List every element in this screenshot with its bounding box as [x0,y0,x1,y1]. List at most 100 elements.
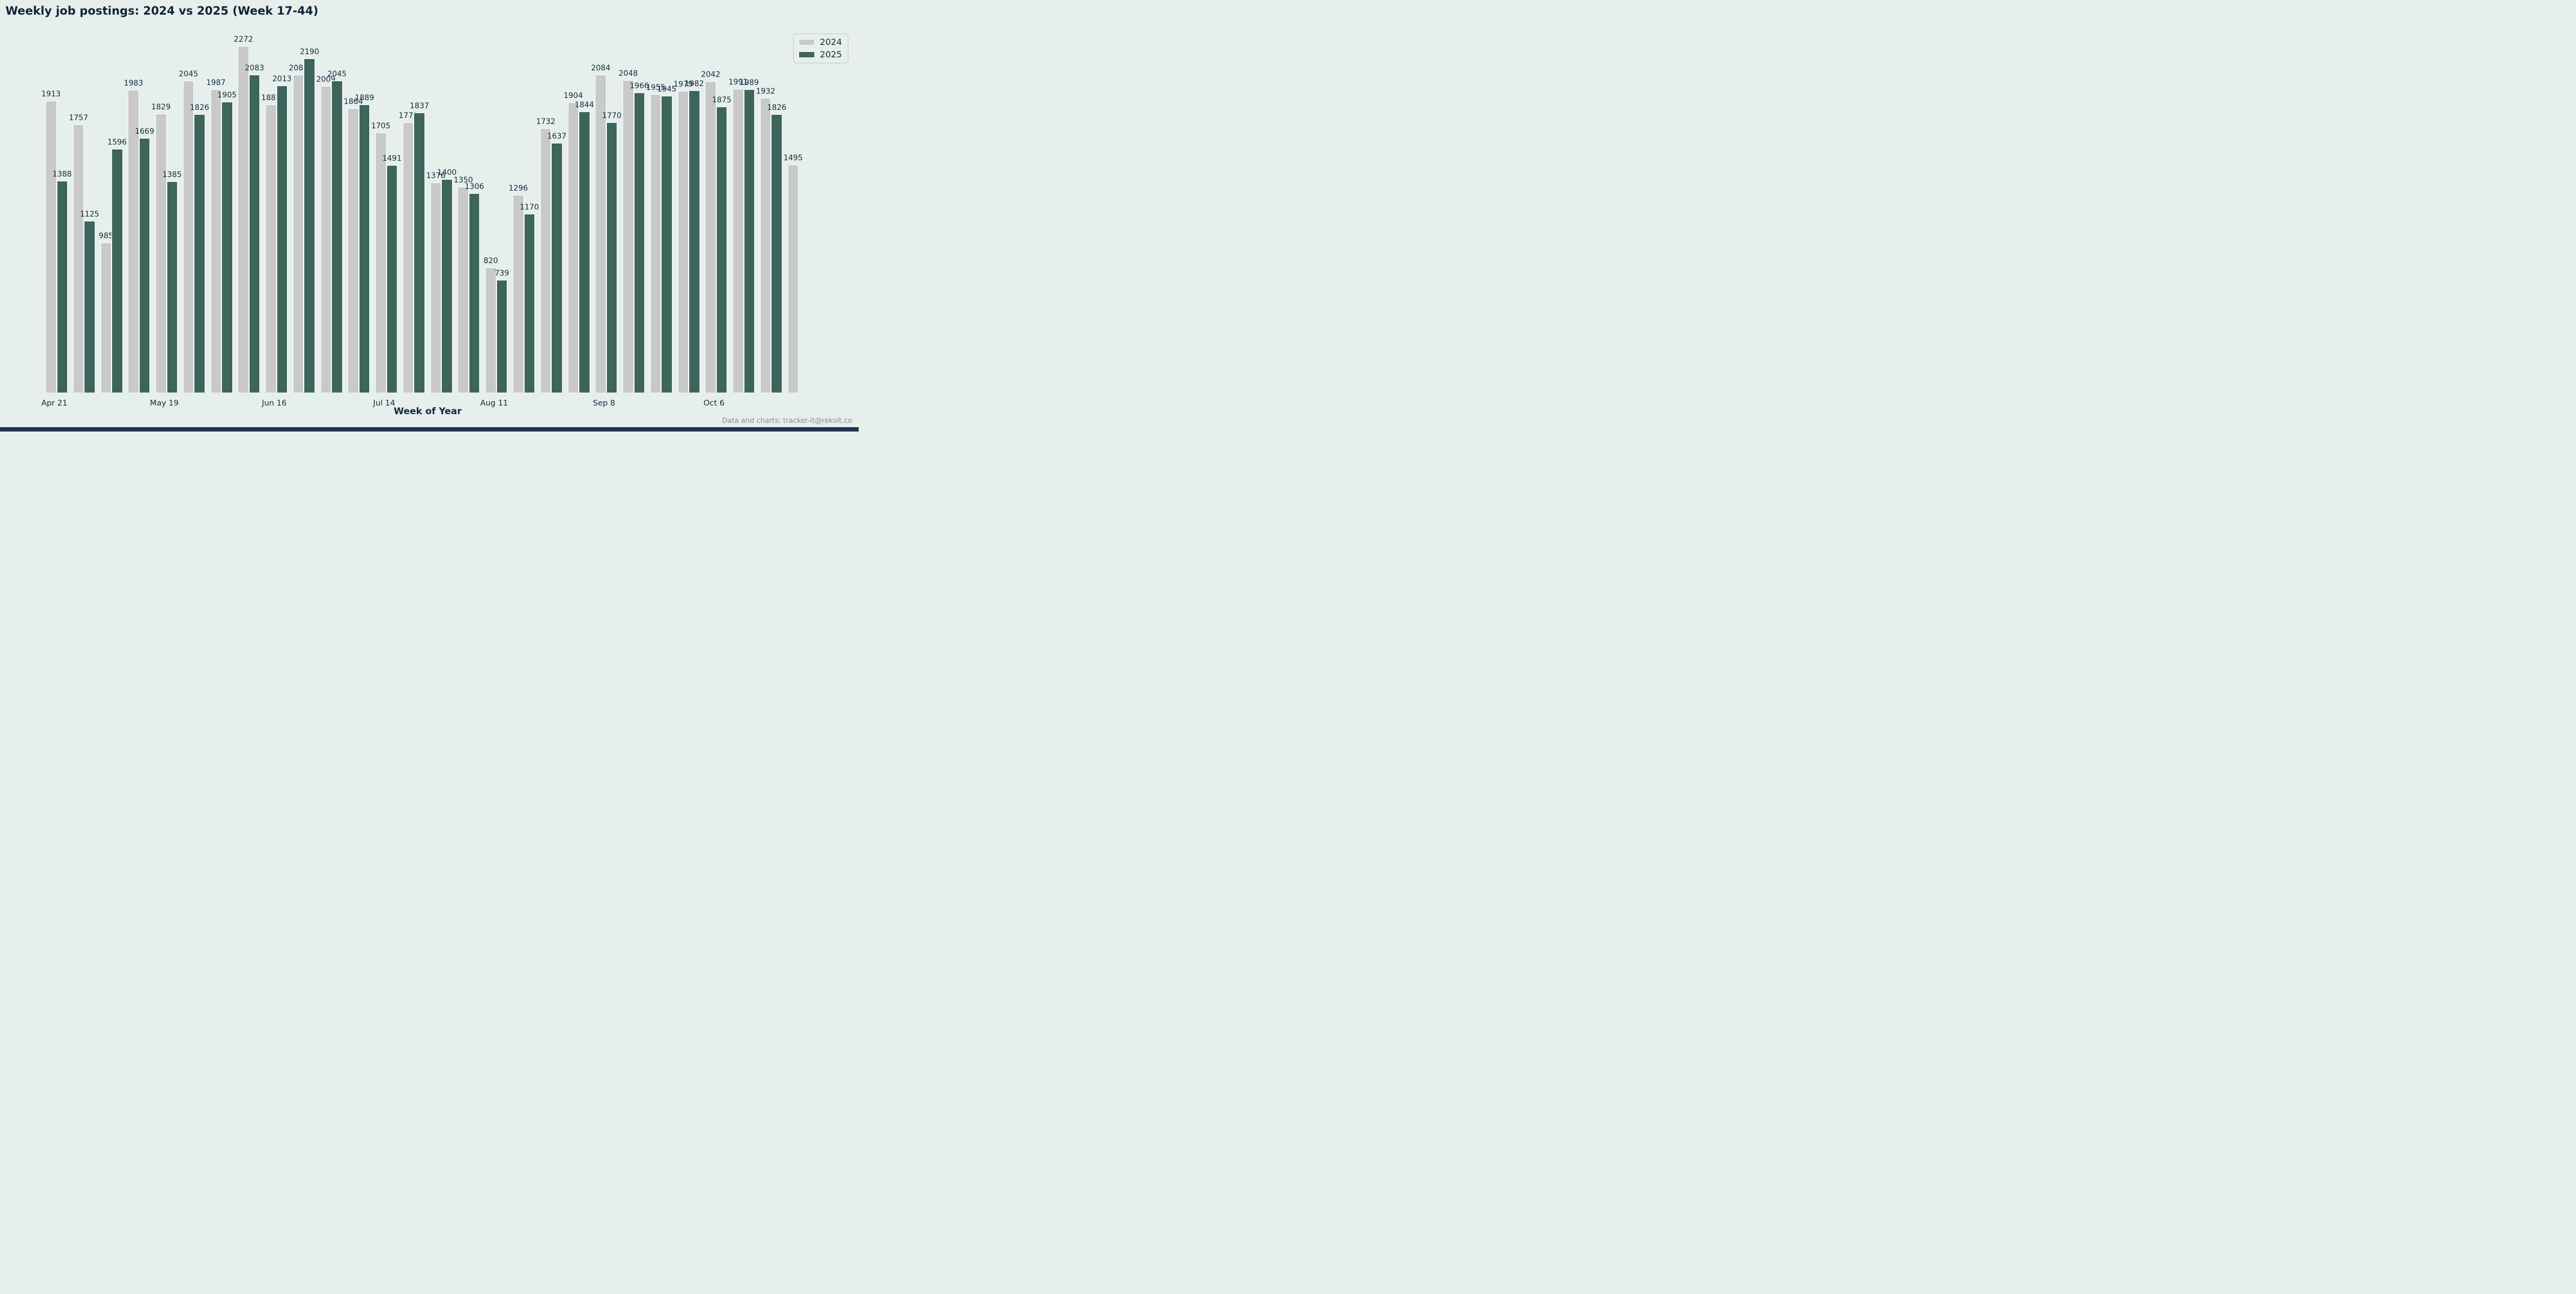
bar-2025: 1989 [740,79,759,393]
bar-2025: 1837 [410,102,429,393]
bar-value-label: 1669 [135,127,154,136]
legend-label-2025: 2025 [820,49,842,60]
x-tick-label: Apr 21 [41,399,68,408]
legend-label-2024: 2024 [820,37,842,47]
bar-value-label: 1837 [409,101,429,110]
bar-group: 1296 1170 [508,35,539,393]
bar-2024: 2084 [591,64,610,393]
footer-attribution: Data and charts: tracker-it@rekolt.co [722,417,852,425]
bar-value-label: 820 [483,257,498,265]
bar-value-label: 2042 [701,70,721,79]
chart-title: Weekly job postings: 2024 vs 2025 (Week … [5,4,318,17]
bar-value-label: 1966 [630,82,649,91]
bar-value-label: 1982 [684,79,704,88]
bottom-accent-strip [0,427,859,432]
bar-value-label: 1170 [519,203,539,212]
bar-group: 1495 [783,35,810,393]
bar-value-label: 1887 [261,94,281,103]
plot-area: 1913 1388 Apr 21 1757 1125 985 1596 1983 1669 182… [41,35,810,408]
legend-item-2024: 2024 [799,38,842,47]
bar-2024: 820 [483,257,498,393]
bar-value-label: 2084 [591,63,611,73]
bar-2025: 739 [495,270,509,393]
bar-group: 2048 1966 [619,35,649,393]
legend-swatch-2025 [799,51,815,58]
bar-value-label: 1770 [602,112,622,121]
bar-2024: 1829 [151,103,171,393]
bar-value-label: 1987 [206,79,226,88]
x-tick-label: Jun 16 [261,399,287,408]
bar-2025: 1491 [382,155,402,393]
x-tick-label: Aug 11 [480,399,508,408]
bar-2024: 1705 [371,122,390,393]
bar-2024: 1983 [124,80,143,393]
bar-value-label: 1376 [426,172,446,181]
bar-value-label: 1757 [69,114,88,123]
bar-2024: 1864 [344,98,363,393]
bar-group: 1829 1385 May 19 [150,35,182,408]
bar-group: 2045 1826 [179,35,209,393]
bar-value-label: 2045 [179,69,198,79]
bar-2025: 2013 [272,75,292,393]
bar-value-label: 985 [99,231,114,240]
legend-swatch-2024 [799,39,815,45]
bar-value-label: 1826 [189,103,210,112]
bar-2025: 1170 [520,204,539,393]
bar-2025: 1945 [657,86,676,393]
bar-2025: 1982 [685,80,704,393]
bar-group: 820 739 Aug 11 [480,35,509,408]
bar-2025: 1875 [712,96,731,393]
bar-2024: 2042 [701,71,720,393]
bar-value-label: 2272 [233,35,253,44]
bar-2025: 2190 [300,48,319,393]
bar-group: 2272 2083 [234,35,264,393]
bar-group: 1864 1889 [344,35,374,393]
bar-value-label: 1826 [767,103,787,112]
bar-2024: 1987 [206,79,226,393]
bar-2024: 985 [99,232,113,393]
bar-value-label: 1913 [41,90,61,99]
bar-value-label: 1979 [674,80,693,89]
bar-2024: 2048 [619,70,638,393]
bar-group: 2084 1770 Sep 8 [591,35,622,408]
bar-group: 1350 1306 [454,35,484,393]
bar-2025: 1125 [80,211,99,393]
bar-value-label: 1844 [574,100,594,109]
bar-value-label: 1989 [740,78,759,87]
x-tick-label: May 19 [149,399,179,408]
bar-value-label: 1637 [547,132,567,141]
bar-value-label: 1705 [371,121,391,130]
bar-2024: 2272 [234,36,253,393]
bar-value-label: 1296 [508,184,528,193]
bar-value-label: 1983 [123,79,143,88]
bar-2024: 1350 [454,177,473,393]
bar-2024: 1772 [398,112,418,393]
bar-2025: 1844 [574,101,594,393]
bar-2024: 1913 [41,90,61,393]
bar-group: 1983 1669 [124,35,154,393]
bar-2025: 1388 [53,171,72,393]
bar-2024: 1732 [536,118,555,393]
bar-value-label: 1306 [465,182,485,192]
bar-group: 1991 1989 [729,35,759,393]
x-tick-label: Oct 6 [703,399,725,408]
bar-2025: 1905 [218,92,237,393]
bar-value-label: 1772 [398,111,419,120]
bar-2025: 1400 [437,169,456,393]
bar-value-label: 1350 [453,175,473,185]
bar-value-label: 2048 [618,69,638,79]
bar-2024: 1904 [564,92,583,393]
bar-2025: 1306 [465,183,484,393]
bar-value-label: 1495 [783,153,803,162]
bar-2024: 1887 [261,94,280,393]
bar-2025: 1826 [190,104,209,393]
bar-2025: 1826 [767,104,786,393]
bar-2025: 1385 [162,171,182,393]
bar-2024: 2045 [179,70,198,393]
bar-2024: 1955 [646,84,665,393]
bar-value-label: 1864 [343,97,363,106]
bar-value-label: 1388 [52,170,72,179]
bar-value-label: 1889 [355,93,374,102]
bar-value-label: 2190 [299,48,319,57]
bar-group: 1913 1388 Apr 21 [41,35,72,408]
